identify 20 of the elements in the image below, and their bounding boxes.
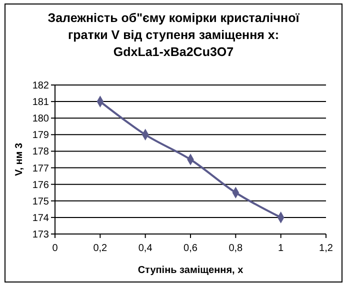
x-tick-label: 0,8 — [228, 243, 244, 254]
x-tick-label: 0,2 — [93, 243, 108, 254]
y-tick-label: 178 — [32, 146, 50, 158]
y-tick-label: 179 — [32, 130, 50, 142]
x-axis-title: Ступінь заміщення, х — [138, 265, 244, 276]
y-tick-label: 177 — [32, 163, 50, 174]
y-tick-label: 176 — [32, 180, 50, 191]
x-tick-label: 0,6 — [184, 243, 198, 254]
x-tick-label: 1 — [278, 243, 284, 254]
y-tick-label: 180 — [32, 114, 50, 125]
x-tick-label: 0 — [52, 243, 58, 254]
chart-title: Залежність об"єму комірки кристалічної гратки V від ступеня заміщення х: GdxLa1-xBa2Cu3O7 — [48, 11, 300, 59]
x-tick-label: 0,4 — [138, 243, 153, 254]
y-tick-label: 181 — [32, 97, 50, 108]
x-tick-label: 1,2 — [319, 243, 334, 254]
y-tick-label: 175 — [32, 196, 50, 208]
y-tick-label: 173 — [32, 230, 50, 240]
y-tick-label: 182 — [32, 80, 50, 92]
y-tick-label: 174 — [32, 212, 50, 224]
y-axis-title: V, нм 3 — [14, 142, 25, 176]
